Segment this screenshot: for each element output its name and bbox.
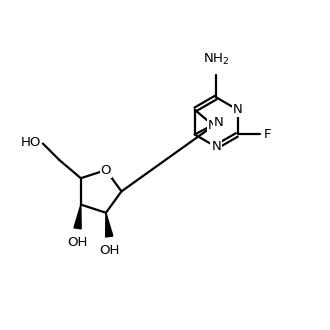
Text: F: F: [264, 128, 272, 141]
Text: O: O: [101, 164, 111, 177]
Polygon shape: [74, 205, 81, 229]
Text: N: N: [233, 103, 243, 116]
Text: NH$_2$: NH$_2$: [203, 51, 229, 67]
Text: OH: OH: [67, 236, 88, 248]
Text: N: N: [214, 115, 223, 129]
Text: N: N: [208, 118, 218, 132]
Text: HO: HO: [21, 136, 41, 149]
Polygon shape: [106, 213, 113, 237]
Text: N: N: [211, 140, 221, 153]
Text: OH: OH: [99, 244, 119, 257]
